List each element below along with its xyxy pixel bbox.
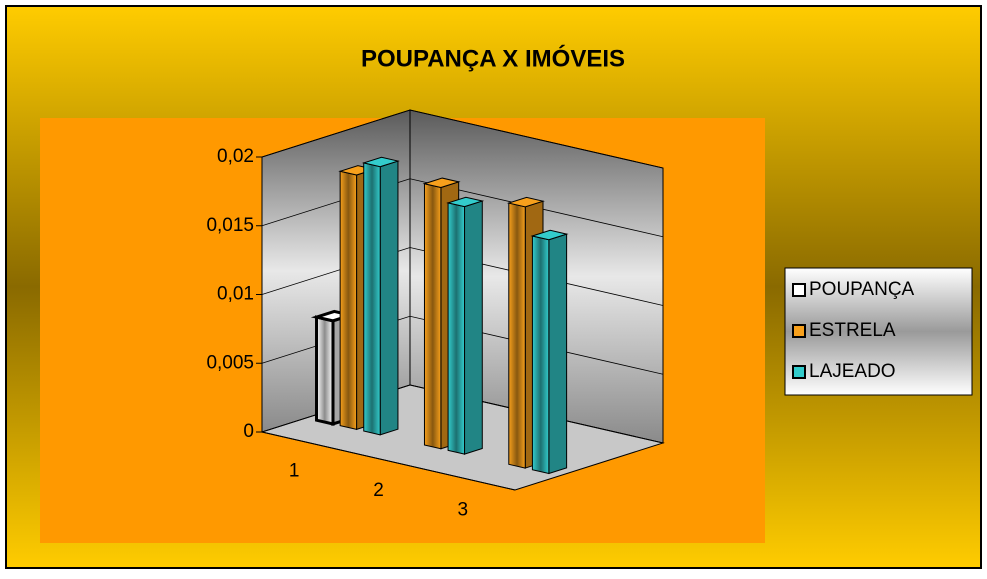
bar-shade — [508, 203, 526, 469]
legend-label: ESTRELA — [809, 320, 896, 341]
bar-shade — [363, 162, 381, 435]
bar-shade — [424, 183, 441, 449]
bar-top — [422, 177, 461, 189]
legend — [784, 267, 973, 396]
x-tick-label: 2 — [373, 480, 384, 501]
bar-top — [361, 156, 400, 168]
bar-shade — [448, 202, 465, 455]
grid-line — [261, 247, 664, 306]
legend-label: LAJEADO — [809, 361, 896, 382]
x-tick-label: 3 — [458, 499, 469, 520]
y-tick-label: 0,005 — [206, 352, 254, 373]
grid-line — [261, 178, 664, 238]
bar-shade — [316, 317, 333, 424]
x-axis — [261, 431, 516, 491]
chart-title: POUPANÇA X IMÓVEIS — [361, 44, 625, 72]
y-tick-label: 0,015 — [206, 215, 254, 236]
bar-shade — [532, 235, 549, 474]
bar-shade — [340, 171, 357, 430]
legend-swatch — [792, 365, 806, 379]
legend-label: POUPANÇA — [809, 279, 915, 300]
x-tick-label: 1 — [289, 461, 300, 482]
legend-swatch — [792, 324, 806, 338]
y-tick-label: 0,01 — [217, 284, 254, 305]
y-tick-label: 0,02 — [217, 146, 254, 167]
bar-side-shade — [548, 234, 567, 474]
bar-top — [446, 196, 485, 208]
grid-line — [261, 384, 664, 444]
grid-line — [261, 109, 664, 169]
y-tick-label: 0 — [243, 421, 254, 442]
bar-top — [530, 229, 569, 241]
bar-side-shade — [380, 161, 398, 435]
legend-swatch — [792, 283, 806, 297]
grid-line — [261, 315, 664, 375]
bar-side-shade — [464, 201, 483, 455]
bar-top — [506, 196, 545, 208]
